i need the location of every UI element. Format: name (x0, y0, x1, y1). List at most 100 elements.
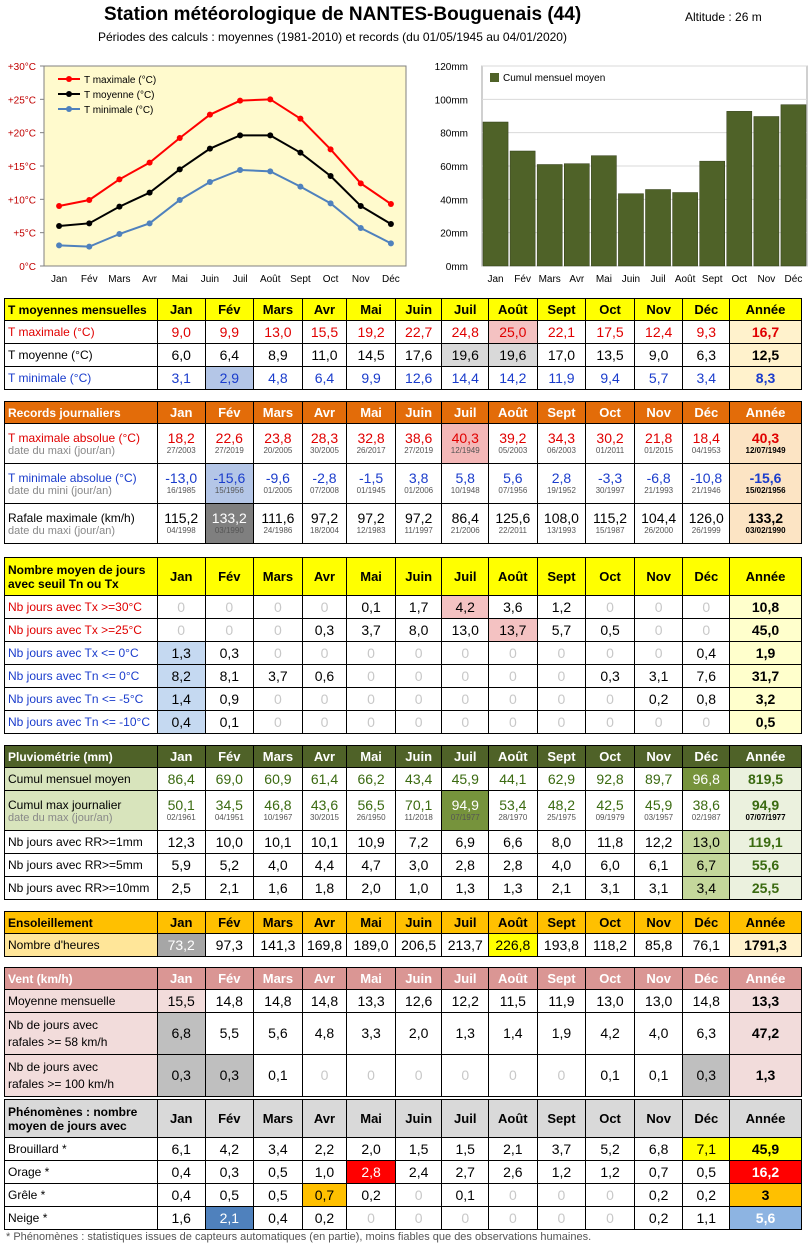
table-days: Nombre moyen de jours avec seuil Tn ou Tx… (4, 557, 802, 734)
cell-value: 31,7 (751, 667, 780, 684)
y-tick-label: +10°C (8, 195, 36, 206)
value-cell: 0,5 (253, 1183, 303, 1207)
cell-value: 19,6 (499, 346, 527, 363)
value-cell: 3,1 (633, 876, 684, 900)
bar (780, 104, 807, 267)
cell-value: 0,6 (314, 667, 335, 684)
cell-value: 0,2 (648, 1209, 669, 1226)
cell-value: 1,4 (503, 1025, 523, 1041)
value-cell: 0 (346, 1054, 396, 1097)
table-header-row: T moyennes mensuelles Jan Fév Mars Avr Mai Jui… (4, 298, 802, 321)
cell-value: 169,8 (306, 936, 343, 953)
data-point (357, 225, 364, 231)
y-tick-label: 80mm (440, 129, 468, 140)
cell-value: 1,8 (314, 879, 335, 896)
cell-value: 0 (508, 1209, 517, 1226)
cell-date: 15/1956 (214, 486, 244, 495)
year-cell: 45,0 (729, 618, 802, 642)
value-cell: 0,2 (301, 1206, 348, 1230)
table-row: Cumul mensuel moyen 86,4 69,0 60,9 61,4 66,2 4… (4, 767, 802, 791)
cell-value: -2,8 (312, 470, 337, 486)
table-row: Nombre d'heures 73,2 97,3 141,3 169,8 189,0 20… (4, 933, 802, 957)
bar (726, 111, 753, 267)
value-cell: 0 (253, 618, 303, 642)
cell-value: 0 (654, 713, 663, 730)
month-header: Nov (633, 1099, 684, 1138)
row-label-text: Neige * (8, 1211, 48, 1225)
value-cell: -10,8 21/1946 (682, 463, 731, 504)
row-label-text: Rafale maximale (km/h) (8, 510, 135, 525)
year-cell: 5,6 (729, 1206, 802, 1230)
value-cell: 1,2 (585, 1160, 635, 1184)
row-label: Nb jours avec Tn <= -5°C (4, 687, 158, 711)
cell-date: 12/1949 (450, 446, 480, 455)
cell-value: 4,2 (455, 598, 475, 615)
cell-value: 0,1 (455, 1186, 475, 1203)
section-title: Phénomènes : nombre moyen de jours avec (4, 1099, 158, 1138)
value-cell: 1,3 (156, 641, 206, 665)
data-point (116, 231, 123, 237)
cell-value: 56,5 (357, 797, 385, 813)
data-point (176, 135, 183, 141)
month-header: Juil (441, 557, 490, 596)
value-cell: 4,8 (253, 366, 303, 390)
value-cell: 104,4 26/2000 (633, 503, 684, 544)
cell-value: 11,5 (499, 992, 526, 1009)
cell-value: 0 (367, 1209, 375, 1226)
month-header: Déc (682, 911, 731, 934)
value-cell: 0,2 (346, 1183, 396, 1207)
month-header: Jan (156, 745, 206, 768)
value-cell: 5,7 (536, 618, 587, 642)
month-header: Juil (441, 967, 490, 990)
data-point (86, 197, 93, 203)
row-label-text: Grêle * (8, 1188, 46, 1202)
value-cell: 89,7 (633, 767, 684, 791)
cell-value: 0,7 (314, 1186, 335, 1203)
cell-date: 10/1967 (263, 813, 293, 822)
row-label-text: Nb jours avec Tn <= -5°C (8, 692, 144, 706)
cell-value: 4,0 (268, 856, 288, 873)
value-cell: 53,4 28/1970 (488, 790, 538, 831)
cell-value: 0 (702, 598, 711, 615)
value-cell: 11,9 (536, 989, 587, 1013)
cell-value: 19,6 (451, 346, 479, 363)
year-cell: 31,7 (729, 664, 802, 688)
cell-value: 16,7 (751, 323, 780, 340)
cell-value: 0,2 (648, 690, 669, 707)
cell-value: 11,0 (311, 346, 338, 363)
legend-label: T minimale (°C) (84, 105, 153, 116)
month-header: Sept (536, 557, 587, 596)
value-cell: 133,2 03/1990 (204, 503, 255, 544)
cell-date: 20/2005 (263, 446, 293, 455)
month-header: Sept (536, 401, 587, 424)
row-label: T moyenne (°C) (4, 343, 158, 367)
cell-value: 9,9 (361, 369, 381, 386)
cell-value: 819,5 (748, 770, 784, 787)
value-cell: 0 (394, 641, 443, 665)
value-cell: 11,5 (488, 989, 538, 1013)
cell-value: 11,9 (548, 369, 575, 386)
section-title-line: moyen de jours avec (8, 1118, 127, 1133)
value-cell: 118,2 (585, 933, 635, 957)
value-cell: 32,8 26/2017 (346, 423, 396, 464)
data-point (237, 132, 244, 139)
cell-value: 3,3 (361, 1025, 381, 1041)
cell-date: 07/1977 (450, 813, 480, 822)
value-cell: 12,6 (394, 366, 443, 390)
month-header: Août (488, 967, 538, 990)
row-label-text: Cumul max journalier (8, 797, 122, 812)
month-header: Nov (633, 557, 684, 596)
row-label-text: T minimale absolue (°C) (8, 470, 137, 485)
value-cell: 10,0 (204, 830, 255, 854)
cell-value: 9,4 (600, 369, 620, 386)
row-label: Nb jours avec Tx >=25°C (4, 618, 158, 642)
value-cell: 46,8 10/1967 (253, 790, 303, 831)
value-cell: 24,8 (441, 320, 490, 344)
value-cell: 0 (488, 641, 538, 665)
cell-date: 02/1961 (166, 813, 196, 822)
value-cell: 12,3 (156, 830, 206, 854)
cell-value: 46,8 (264, 797, 292, 813)
month-header: Août (488, 1099, 538, 1138)
bar (591, 155, 617, 267)
y-tick-label: 60mm (440, 162, 468, 173)
